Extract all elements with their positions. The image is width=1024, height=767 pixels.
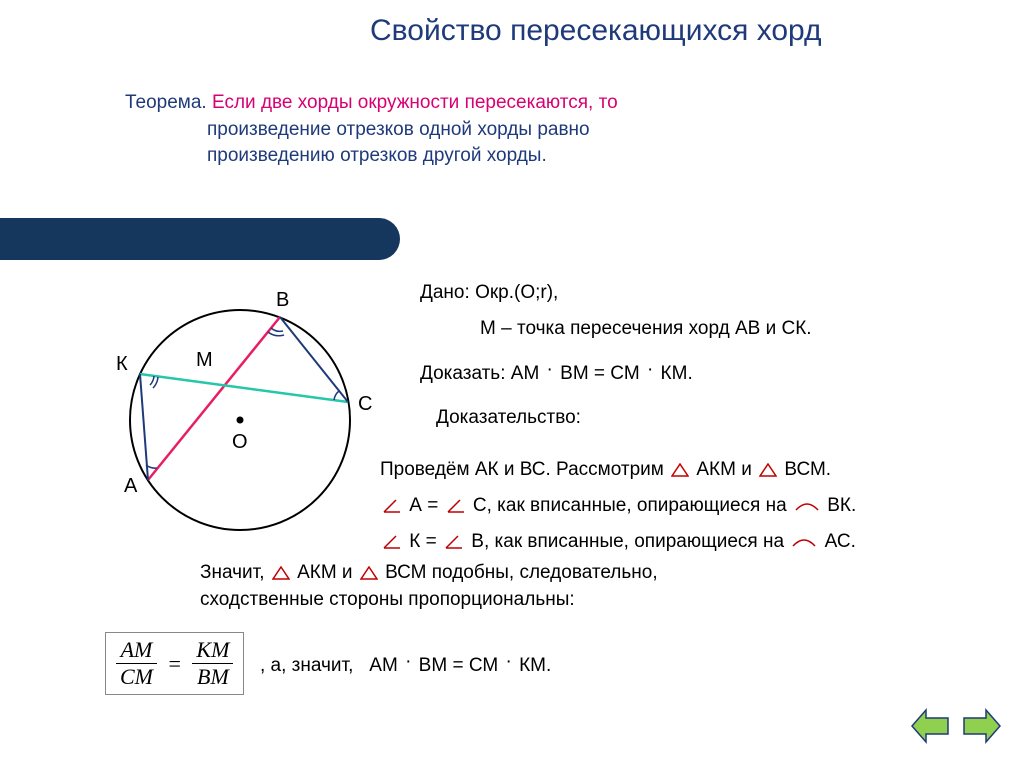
proof-body: Проведём АК и ВС. Рассмотрим АКМ и ВСМ. … [380, 452, 856, 560]
angle-icon [382, 498, 402, 514]
dot-icon: · [645, 359, 655, 380]
given-text2: М – точка пересечения хорд АВ и СК. [480, 314, 812, 344]
decorative-bar [0, 218, 400, 260]
prove-label: Доказать: [420, 363, 505, 384]
label-K: К [116, 353, 128, 375]
content-block: Дано: Окр.(О;r), М – точка пересечения х… [420, 278, 812, 440]
post-formula: , а, значит, АМ · ВМ = СМ · КМ. [260, 655, 551, 677]
label-C: С [358, 393, 372, 415]
theorem-block: Теорема. Если две хорды окружности перес… [125, 90, 618, 170]
prev-button[interactable] [908, 706, 952, 751]
proof-label: Доказательство: [436, 403, 812, 433]
label-A: А [124, 475, 138, 497]
given-text1: Окр.(О;r), [475, 282, 558, 303]
theorem-line2: произведение отрезков одной хорды равно [207, 117, 618, 144]
page-title: Свойство пересекающихся хорд [370, 14, 822, 48]
theorem-line3: произведению отрезков другой хорды. [207, 143, 618, 170]
geometry-diagram: В К М С А О [70, 270, 400, 550]
angle-icon [446, 498, 466, 514]
label-O: О [232, 431, 248, 453]
triangle-icon [360, 566, 378, 580]
triangle-icon [759, 463, 777, 477]
nav-arrows [904, 706, 1004, 751]
conclusion-block: Значит, АКМ и ВСМ подобны, следовательно… [200, 560, 658, 613]
angle-icon [382, 534, 402, 550]
angle-icon [444, 534, 464, 550]
dot-icon: · [503, 651, 513, 672]
dot-icon: · [403, 651, 413, 672]
given-row: Дано: Окр.(О;r), [420, 278, 812, 308]
triangle-icon [272, 566, 290, 580]
arrow-right-icon [960, 706, 1004, 746]
theorem-label: Теорема. [125, 92, 207, 113]
given-label: Дано: [420, 282, 470, 303]
arrow-left-icon [908, 706, 952, 746]
dot-icon: · [545, 359, 555, 380]
arc-icon [794, 500, 820, 512]
prove-row: Доказать: АМ · ВМ = СМ · КМ. [420, 359, 812, 389]
formula-box: AMCM = KMBM [105, 632, 244, 695]
arc-icon [791, 536, 817, 548]
theorem-hypothesis: Если две хорды окружности пересекаются, … [212, 92, 618, 113]
triangle-icon [671, 463, 689, 477]
label-B: В [276, 289, 289, 311]
next-button[interactable] [960, 706, 1004, 751]
label-M: М [196, 349, 213, 371]
